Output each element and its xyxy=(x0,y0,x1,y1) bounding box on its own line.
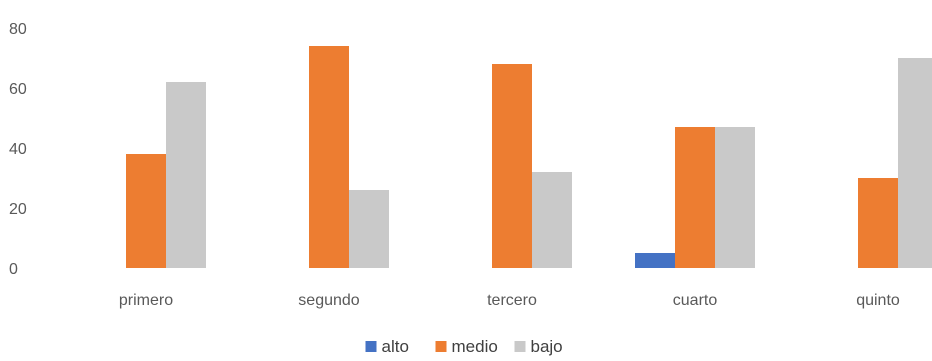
bar-bajo-cuarto xyxy=(715,127,755,268)
bar-bajo-quinto xyxy=(898,58,932,268)
category-label: primero xyxy=(119,292,173,309)
y-tick-label: 40 xyxy=(9,141,27,158)
legend-swatch-medio xyxy=(435,341,447,352)
legend-swatch-alto xyxy=(365,341,377,352)
bar-alto-cuarto xyxy=(635,253,675,268)
y-tick-label: 20 xyxy=(9,201,27,218)
y-tick-label: 0 xyxy=(9,261,18,278)
bar-bajo-tercero xyxy=(532,172,572,268)
legend-label-medio: medio xyxy=(452,337,498,356)
bar-medio-primero xyxy=(126,154,166,268)
category-label: tercero xyxy=(487,292,537,309)
legend-label-bajo: bajo xyxy=(531,337,563,356)
y-tick-label: 60 xyxy=(9,81,27,98)
bar-medio-tercero xyxy=(492,64,532,268)
bar-medio-segundo xyxy=(309,46,349,268)
legend: alto medio bajo xyxy=(365,337,563,356)
category-labels: primero segundo tercero cuarto quinto xyxy=(119,292,900,309)
category-label: cuarto xyxy=(673,292,718,309)
bar-bajo-primero xyxy=(166,82,206,268)
legend-swatch-bajo xyxy=(514,341,526,352)
legend-label-alto: alto xyxy=(382,337,409,356)
bar-medio-quinto xyxy=(858,178,898,268)
category-label: segundo xyxy=(298,292,359,309)
y-axis-ticks: 0 20 40 60 80 xyxy=(9,21,27,278)
category-label: quinto xyxy=(856,292,900,309)
y-tick-label: 80 xyxy=(9,21,27,38)
bar-bajo-segundo xyxy=(349,190,389,268)
bar-medio-cuarto xyxy=(675,127,715,268)
bars xyxy=(126,46,932,268)
